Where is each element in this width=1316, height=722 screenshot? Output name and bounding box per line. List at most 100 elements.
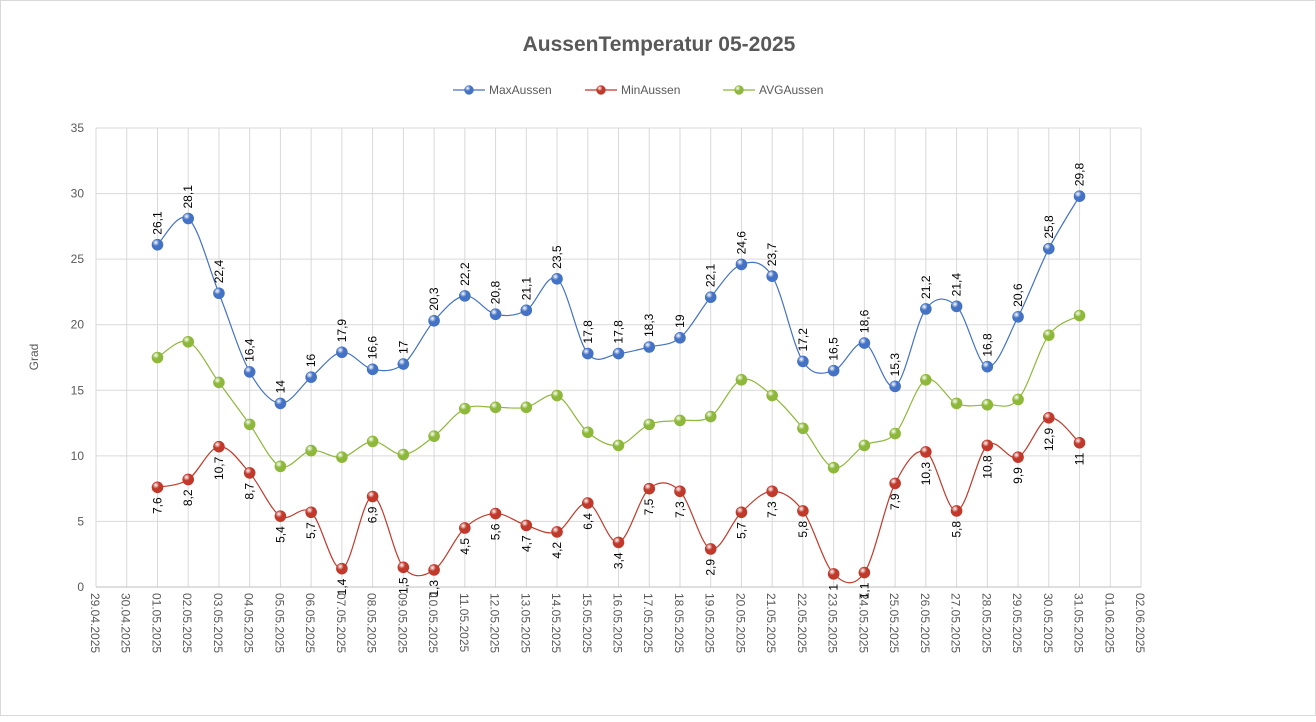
data-point [1012, 451, 1024, 463]
data-label: 5,8 [950, 521, 964, 538]
data-label: 5,7 [304, 522, 318, 539]
data-label: 21,1 [519, 277, 533, 301]
data-point [336, 346, 348, 359]
data-point [950, 505, 963, 517]
data-point [766, 485, 778, 498]
data-label: 17,8 [612, 320, 626, 344]
data-label: 24,6 [734, 231, 748, 255]
data-point [889, 477, 901, 490]
x-tick-label: 04.05.2025 [242, 593, 256, 653]
data-point [643, 482, 656, 495]
data-label: 17,8 [581, 320, 595, 344]
x-tick-label: 01.06.2025 [1102, 593, 1116, 653]
data-point [151, 481, 164, 494]
data-point [1012, 311, 1024, 323]
data-point [704, 410, 717, 423]
data-point [1042, 412, 1055, 424]
data-point [950, 397, 963, 410]
data-point [366, 435, 379, 448]
data-point [981, 360, 994, 373]
data-point [797, 355, 809, 368]
data-label: 20,3 [427, 287, 441, 311]
data-point [520, 304, 533, 317]
data-point [459, 402, 471, 415]
x-tick-label: 02.05.2025 [180, 593, 194, 653]
series-MaxAussen: 26,1 28,1 22,4 16,4 14 16 17,9 16,6 17 20,3 22,2 20… [150, 163, 1087, 410]
x-tick-label: 29.05.2025 [1010, 593, 1024, 653]
series-MinAussen: 7,6 8,2 10,7 8,7 5,4 5,7 1,4 6,9 1,5 1,3 4,5 5,6 4,7… [150, 412, 1087, 599]
data-point [182, 335, 195, 348]
data-label: 7,3 [673, 501, 687, 518]
x-tick-label: 14.05.2025 [549, 593, 563, 653]
y-tick-label: 30 [71, 187, 85, 201]
x-tick-label: 30.05.2025 [1041, 593, 1055, 653]
data-label: 19 [673, 314, 687, 328]
data-point [213, 440, 225, 453]
x-tick-label: 07.05.2025 [334, 593, 348, 653]
data-label: 17,9 [335, 319, 349, 343]
data-label: 1,1 [857, 582, 871, 599]
data-label: 25,8 [1042, 215, 1056, 239]
x-tick-label: 29.04.2025 [88, 593, 102, 653]
data-label: 16,5 [827, 337, 841, 361]
data-point [797, 505, 809, 517]
x-tick-label: 26.05.2025 [918, 593, 932, 653]
x-tick-label: 12.05.2025 [488, 593, 502, 653]
data-point [950, 300, 963, 313]
x-tick-label: 27.05.2025 [949, 593, 963, 653]
data-point [489, 401, 502, 414]
data-point [674, 332, 686, 344]
data-label: 1 [827, 584, 841, 591]
data-point [151, 351, 164, 364]
data-point [1042, 329, 1055, 342]
data-point [1073, 436, 1086, 449]
x-tick-label: 28.05.2025 [979, 593, 993, 653]
data-point [735, 258, 748, 271]
data-point [428, 564, 440, 576]
x-tick-label: 30.04.2025 [119, 593, 133, 653]
y-tick-label: 5 [77, 514, 84, 528]
data-point [674, 485, 686, 498]
data-point [766, 389, 778, 402]
data-point [889, 380, 901, 393]
data-label: 22,2 [458, 262, 472, 286]
data-label: 2,9 [704, 559, 718, 576]
data-point [858, 439, 871, 452]
data-point [735, 506, 748, 519]
x-tick-label: 20.05.2025 [733, 593, 747, 653]
data-point [581, 426, 594, 439]
y-tick-label: 15 [71, 383, 85, 397]
x-tick-label: 11.05.2025 [457, 593, 471, 652]
data-point [889, 427, 901, 440]
x-tick-label: 17.05.2025 [641, 593, 655, 653]
data-label: 6,9 [366, 506, 380, 523]
x-tick-label: 09.05.2025 [395, 593, 409, 653]
data-label: 1,4 [335, 578, 349, 595]
data-point [428, 314, 440, 327]
data-point [274, 460, 287, 473]
data-label: 10,3 [919, 462, 933, 486]
data-point [643, 418, 656, 431]
data-label: 22,4 [212, 260, 226, 284]
series-AVGAussen [151, 309, 1086, 474]
data-point [428, 430, 440, 442]
data-point [366, 490, 379, 503]
x-tick-label: 16.05.2025 [611, 593, 625, 653]
data-point [243, 467, 256, 479]
data-label: 18,6 [857, 309, 871, 333]
legend-marker [464, 85, 474, 95]
data-label: 16 [304, 353, 318, 367]
x-tick-label: 19.05.2025 [703, 593, 717, 653]
data-label: 7,3 [765, 501, 779, 518]
x-tick-label: 02.06.2025 [1133, 593, 1147, 653]
data-label: 15,3 [888, 353, 902, 377]
data-label: 16,8 [980, 333, 994, 357]
x-tick-label: 31.05.2025 [1072, 593, 1086, 653]
data-label: 28,1 [181, 185, 195, 209]
x-tick-label: 23.05.2025 [826, 593, 840, 653]
y-tick-label: 20 [71, 318, 85, 332]
data-point [827, 364, 840, 377]
data-label: 17 [396, 340, 410, 354]
data-point [336, 451, 348, 463]
